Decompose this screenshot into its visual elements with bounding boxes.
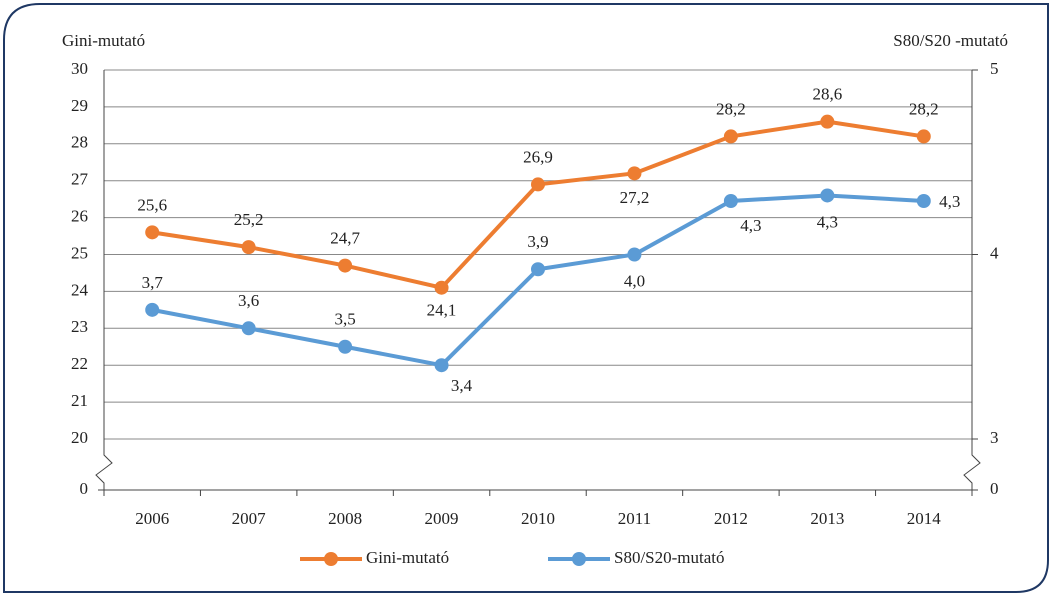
data-label: 3,9 — [527, 232, 548, 251]
y-axis-line — [95, 70, 113, 490]
y-tick-label: 25 — [71, 243, 88, 262]
y-tick-label: 21 — [71, 391, 88, 410]
x-tick-label: 2010 — [521, 509, 555, 528]
y2-tick-label: 3 — [990, 428, 999, 447]
legend-marker — [324, 552, 338, 566]
x-tick-label: 2006 — [135, 509, 169, 528]
marker — [916, 129, 931, 144]
marker — [241, 321, 256, 336]
y-tick-label: 28 — [71, 133, 88, 152]
y-tick-label: 20 — [71, 428, 88, 447]
y-axis-label: Gini-mutató — [62, 31, 145, 50]
x-tick-label: 2009 — [425, 509, 459, 528]
marker — [820, 114, 835, 129]
data-label: 4,3 — [817, 212, 838, 231]
data-label: 27,2 — [620, 188, 650, 207]
y-tick-label: 29 — [71, 96, 88, 115]
marker — [723, 129, 738, 144]
y2-axis-label: S80/S20 -mutató — [893, 31, 1008, 50]
legend-label: S80/S20-mutató — [614, 548, 725, 567]
marker — [820, 188, 835, 203]
marker — [145, 225, 160, 240]
y2-tick-label: 4 — [990, 243, 999, 262]
data-label: 26,9 — [523, 147, 553, 166]
data-label: 3,6 — [238, 291, 259, 310]
x-tick-label: 2012 — [714, 509, 748, 528]
y2-tick-label: 5 — [990, 59, 999, 78]
y-tick-label: 26 — [71, 207, 88, 226]
data-label: 4,3 — [740, 216, 761, 235]
data-label: 3,7 — [142, 273, 164, 292]
marker — [434, 280, 449, 295]
x-tick-label: 2013 — [810, 509, 844, 528]
data-label: 28,6 — [812, 85, 842, 104]
data-label: 4,3 — [939, 192, 960, 211]
y-tick-label: 30 — [71, 59, 88, 78]
x-tick-label: 2008 — [328, 509, 362, 528]
marker — [434, 358, 449, 373]
data-label: 3,5 — [334, 310, 355, 329]
marker — [241, 240, 256, 255]
data-label: 25,2 — [234, 210, 264, 229]
x-tick-label: 2007 — [232, 509, 267, 528]
y-tick-label: 27 — [71, 170, 89, 189]
data-label: 28,2 — [909, 99, 939, 118]
marker — [627, 166, 642, 181]
marker — [916, 193, 931, 208]
marker — [723, 193, 738, 208]
data-label: 4,0 — [624, 271, 645, 290]
marker — [338, 339, 353, 354]
y-tick-label: 23 — [71, 317, 88, 336]
y-tick-label: 22 — [71, 354, 88, 373]
data-label: 3,4 — [451, 376, 473, 395]
legend-marker — [572, 552, 586, 566]
x-tick-label: 2011 — [618, 509, 651, 528]
y2-tick-label: 0 — [990, 479, 999, 498]
frame — [3, 3, 1049, 593]
marker — [531, 177, 545, 192]
data-label: 28,2 — [716, 99, 746, 118]
data-label: 24,7 — [330, 228, 360, 247]
marker — [531, 262, 545, 277]
y-tick-label: 24 — [71, 280, 89, 299]
x-tick-label: 2014 — [907, 509, 942, 528]
marker — [627, 247, 642, 262]
y2-axis-line — [963, 70, 981, 490]
data-label: 24,1 — [427, 301, 457, 320]
marker — [338, 258, 353, 273]
y-tick-label: 0 — [80, 479, 89, 498]
marker — [145, 302, 160, 317]
legend-label: Gini-mutató — [366, 548, 449, 567]
data-label: 25,6 — [137, 195, 167, 214]
